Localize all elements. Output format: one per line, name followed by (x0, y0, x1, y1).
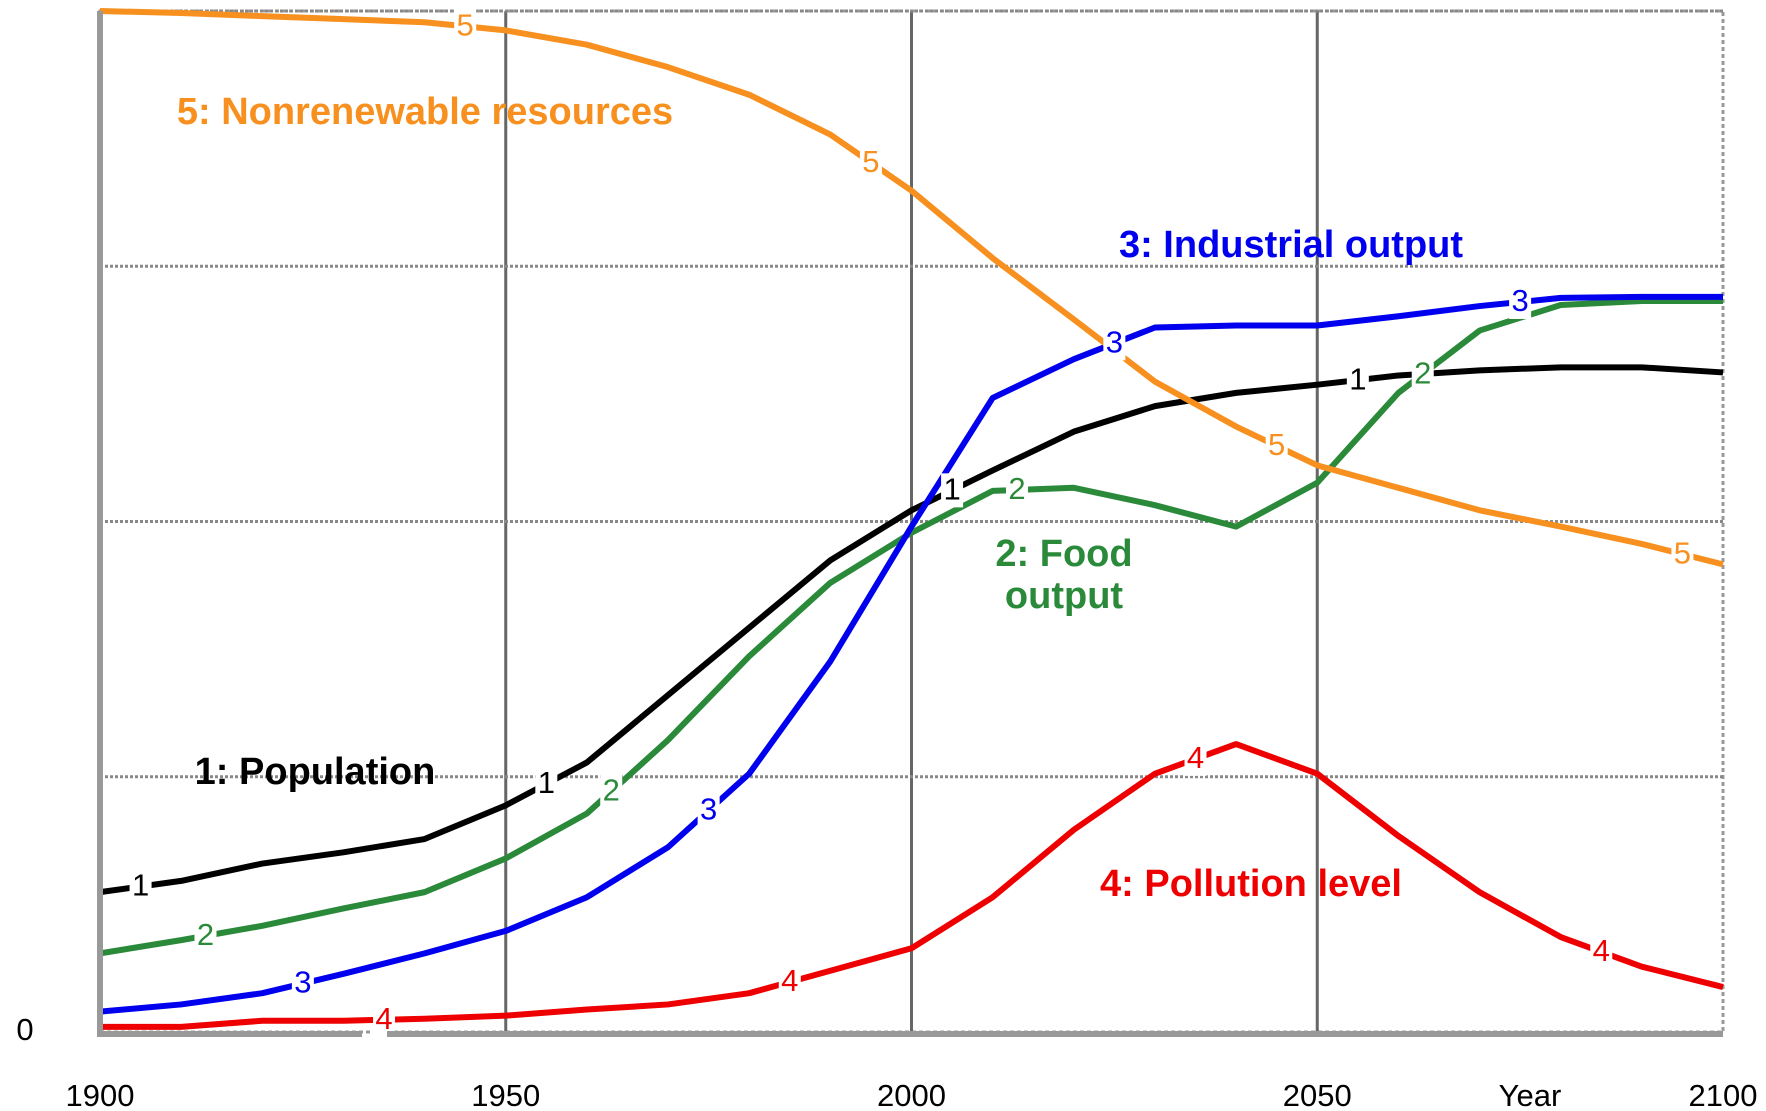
curve-marker: 3 (1106, 325, 1123, 360)
curve-marker: 3 (294, 965, 311, 1000)
curve-marker: 1 (1349, 361, 1366, 396)
curve-markers: 1 1 1 1 2 2 2 2 3 3 3 3 4 4 4 4 5 5 5 5 (129, 8, 1694, 1037)
grid (100, 9, 1723, 1032)
series-label: 4: Pollution level (1100, 863, 1402, 905)
marker-bg (1005, 472, 1028, 507)
marker-bg (1590, 934, 1613, 969)
marker-bg (535, 766, 558, 801)
x-axis-label: Year (1499, 1078, 1562, 1111)
curve-marker: 2 (197, 917, 214, 952)
curve-marker: 5 (862, 144, 879, 179)
series-line (99, 8, 1724, 568)
curve-marker: 3 (1512, 283, 1529, 318)
curve-marker: 4 (375, 1001, 392, 1036)
curve-marker: 1 (538, 765, 555, 800)
curve-marker: 4 (1593, 933, 1610, 968)
marker-bg (600, 774, 623, 809)
curve-marker: 1 (132, 868, 149, 903)
marker-bg (941, 473, 964, 508)
curve-marker: 1 (943, 472, 960, 507)
curve-marker: 4 (1187, 740, 1204, 775)
x-tick-label: 1900 (66, 1078, 135, 1111)
y-tick-label: 0 (16, 1012, 33, 1047)
marker-bg (859, 145, 882, 180)
series-label: 3: Industrial output (1118, 224, 1464, 266)
series-line (99, 364, 1724, 896)
series-label: 1: Population (194, 751, 436, 793)
marker-bg (1509, 284, 1532, 319)
marker-bg (697, 793, 720, 828)
ticks: 1900 1950 2000 2050 2100 0 (16, 1012, 1757, 1111)
marker-bg (194, 918, 217, 953)
marker-bg (291, 966, 314, 1001)
marker-bg (454, 9, 477, 44)
curve-marker: 2 (1414, 355, 1431, 390)
curve-marker: 5 (1674, 535, 1691, 570)
marker-bg (129, 869, 152, 904)
marker-bg (1265, 428, 1288, 463)
curve-marker: 5 (1268, 427, 1285, 462)
x-tick-label: 2000 (877, 1078, 946, 1111)
series-line (100, 741, 1724, 1030)
curve-marker: 2 (1008, 471, 1025, 506)
marker-bg (1184, 741, 1207, 776)
series-label: 2: Food output (995, 533, 1133, 617)
series-label: 5: Nonrenewable resources (176, 91, 674, 133)
marker-bg (1411, 357, 1434, 392)
curve-marker: 2 (603, 773, 620, 808)
marker-bg (1671, 537, 1694, 572)
x-tick-label: 2100 (1689, 1078, 1758, 1111)
x-tick-label: 1950 (471, 1078, 540, 1111)
curve-marker: 4 (781, 963, 798, 998)
marker-bg (778, 964, 801, 999)
marker-bg (1103, 326, 1126, 361)
marker-bg (373, 1002, 396, 1037)
series-line (99, 297, 1723, 957)
lines (99, 8, 1724, 1030)
series-line (99, 293, 1723, 1015)
marker-bg (1346, 363, 1369, 398)
x-tick-label: 2050 (1283, 1078, 1352, 1111)
curve-marker: 5 (457, 8, 474, 43)
curve-marker: 3 (700, 792, 717, 827)
